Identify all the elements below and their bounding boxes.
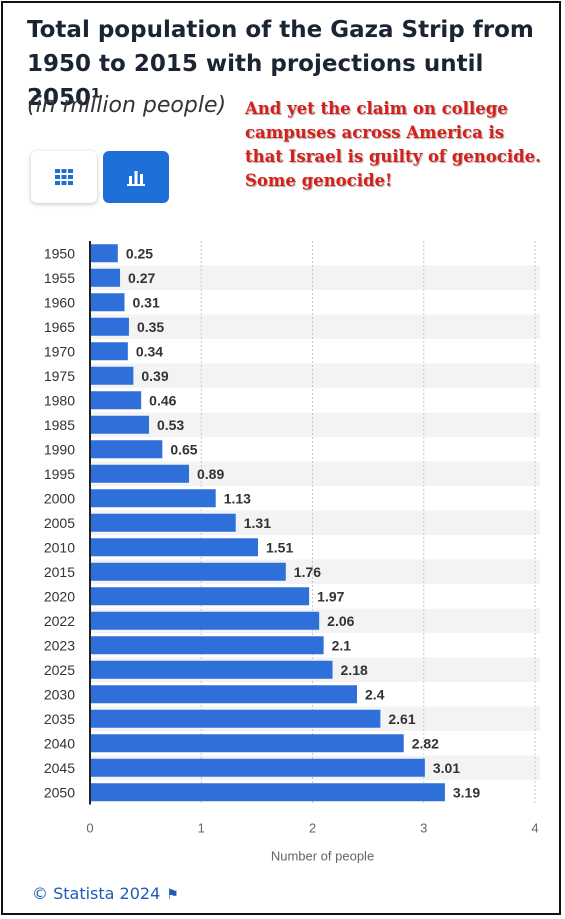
y-tick-label: 1985: [44, 417, 75, 433]
data-label: 2.61: [388, 711, 415, 727]
row-band: [90, 412, 540, 437]
bar: [90, 758, 425, 777]
data-label: 0.39: [141, 368, 168, 384]
table-view-button[interactable]: [31, 151, 97, 203]
data-label: 1.97: [317, 588, 344, 604]
y-tick-label: 2005: [44, 515, 75, 531]
y-tick-label: 1960: [44, 294, 75, 310]
bar: [90, 562, 286, 581]
bar: [90, 293, 125, 312]
data-label: 0.31: [132, 294, 159, 310]
bar: [90, 317, 129, 336]
data-label: 0.65: [170, 441, 197, 457]
y-tick-label: 2045: [44, 760, 75, 776]
chart-subtitle: (in million people): [27, 93, 227, 118]
y-tick-label: 1990: [44, 441, 75, 457]
bar: [90, 366, 134, 385]
bar: [90, 489, 216, 508]
bar: [90, 660, 333, 679]
y-tick-label: 1950: [44, 245, 75, 261]
y-tick-label: 1980: [44, 392, 75, 408]
x-tick-label: 1: [198, 821, 205, 836]
data-label: 0.35: [137, 319, 164, 335]
data-label: 1.51: [266, 539, 293, 555]
bar: [90, 415, 149, 434]
y-tick-label: 1965: [44, 319, 75, 335]
y-tick-label: 2022: [44, 613, 75, 629]
data-label: 2.06: [327, 613, 354, 629]
copyright-link[interactable]: © Statista 2024: [32, 884, 161, 903]
y-tick-label: 2015: [44, 564, 75, 580]
data-label: 2.18: [341, 662, 368, 678]
y-tick-label: 1975: [44, 368, 75, 384]
annotation-text: And yet the claim on college campuses ac…: [245, 99, 541, 190]
data-label: 2.1: [332, 637, 352, 653]
y-tick-label: 2025: [44, 662, 75, 678]
flag-icon[interactable]: ⚑: [166, 887, 179, 903]
footer: © Statista 2024 ⚑: [32, 884, 179, 903]
y-tick-label: 2000: [44, 490, 75, 506]
data-label: 0.46: [149, 392, 176, 408]
y-tick-label: 2030: [44, 686, 75, 702]
bar: [90, 587, 310, 606]
data-label: 3.01: [433, 760, 460, 776]
bar: [90, 611, 320, 630]
x-tick-label: 4: [531, 821, 538, 836]
bar-chart: 0 1 2 3 4 1950 0.25 1955 0.27 1960 0.31 1965 0.35 197…: [44, 241, 540, 864]
bar: [90, 244, 118, 263]
data-label: 1.13: [224, 490, 251, 506]
bar: [90, 440, 163, 459]
data-label: 0.53: [157, 417, 184, 433]
row-band: [90, 265, 540, 290]
bar: [90, 342, 128, 361]
x-axis-title: Number of people: [271, 849, 374, 864]
bar: [90, 513, 236, 532]
bar: [90, 709, 381, 728]
chart-title: Total population of the Gaza Strip from …: [27, 17, 534, 111]
bar: [90, 636, 324, 655]
y-tick-label: 2050: [44, 784, 75, 800]
y-tick-label: 1995: [44, 466, 75, 482]
data-label: 3.19: [453, 784, 480, 800]
y-tick-label: 2023: [44, 637, 75, 653]
y-tick-label: 2010: [44, 539, 75, 555]
y-tick-label: 2035: [44, 711, 75, 727]
bar: [90, 734, 404, 753]
x-tick-label: 2: [309, 821, 316, 836]
bar-chart-icon: [127, 171, 145, 186]
bar: [90, 391, 142, 410]
data-label: 0.25: [126, 245, 153, 261]
y-tick-label: 1970: [44, 343, 75, 359]
bar: [90, 783, 445, 802]
y-tick-label: 2020: [44, 588, 75, 604]
x-tick-label: 3: [420, 821, 427, 836]
data-label: 2.82: [412, 735, 439, 751]
bar: [90, 268, 121, 287]
bar: [90, 685, 357, 704]
x-tick-label: 0: [86, 821, 93, 836]
row-band: [90, 363, 540, 388]
bar: [90, 464, 190, 483]
y-tick-label: 2040: [44, 735, 75, 751]
y-tick-label: 1955: [44, 270, 75, 286]
chart-view-button[interactable]: [103, 151, 169, 203]
bar: [90, 538, 258, 557]
data-label: 0.89: [197, 466, 224, 482]
data-label: 1.76: [294, 564, 321, 580]
data-label: 2.4: [365, 686, 385, 702]
data-label: 0.34: [136, 343, 163, 359]
data-label: 0.27: [128, 270, 155, 286]
data-label: 1.31: [244, 515, 271, 531]
grid-icon: [55, 169, 73, 185]
row-band: [90, 314, 540, 339]
